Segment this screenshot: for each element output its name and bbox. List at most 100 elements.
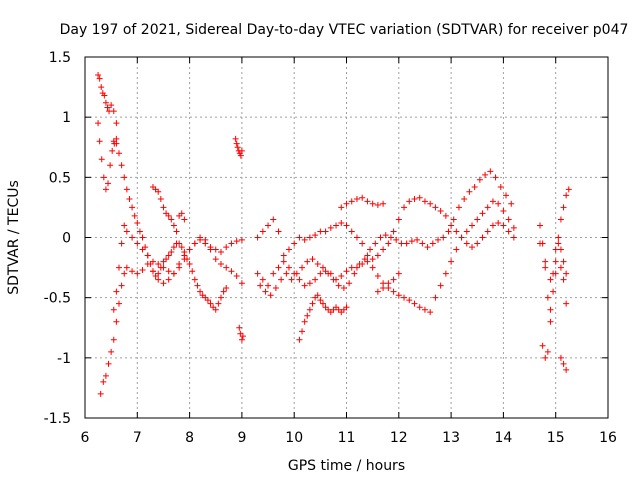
- data-point: [317, 270, 324, 277]
- data-point: [374, 202, 381, 209]
- data-point: [139, 246, 146, 253]
- data-point: [505, 228, 512, 235]
- data-point: [108, 348, 115, 355]
- series-arc-n: [374, 270, 402, 295]
- data-point: [149, 268, 156, 275]
- data-point: [95, 72, 102, 79]
- data-point: [427, 309, 434, 316]
- data-point: [387, 234, 394, 241]
- data-point: [500, 208, 507, 215]
- data-point: [104, 104, 111, 111]
- data-point: [110, 306, 117, 313]
- series-arc-d: [110, 138, 230, 313]
- data-point: [463, 240, 470, 247]
- data-point: [338, 204, 345, 211]
- data-point: [207, 300, 214, 307]
- data-point: [272, 285, 279, 292]
- data-point: [312, 232, 319, 239]
- data-point: [544, 294, 551, 301]
- data-point: [374, 273, 381, 280]
- data-point: [228, 240, 235, 247]
- data-point: [194, 282, 201, 289]
- data-point: [234, 144, 241, 151]
- data-point: [306, 234, 313, 241]
- data-point: [395, 216, 402, 223]
- data-point: [317, 228, 324, 235]
- data-point: [547, 318, 554, 325]
- data-point: [364, 252, 371, 259]
- data-point: [560, 276, 567, 283]
- axis-ticks: 6 7 8 9 10 11 12 13 14 15 16 -1.5 -1 -0.5 0 0.5 1 1.5: [44, 50, 617, 446]
- data-point: [155, 260, 162, 267]
- data-point: [165, 212, 172, 219]
- data-point: [239, 333, 246, 340]
- data-point: [448, 222, 455, 229]
- data-point: [123, 264, 130, 271]
- data-point: [542, 354, 549, 361]
- data-point: [178, 210, 185, 217]
- data-point: [461, 195, 468, 202]
- data-point: [537, 240, 544, 247]
- data-point: [348, 228, 355, 235]
- data-point: [139, 234, 146, 241]
- data-point: [176, 240, 183, 247]
- data-point: [432, 204, 439, 211]
- data-point: [304, 312, 311, 319]
- data-point: [100, 174, 107, 181]
- data-point: [136, 228, 143, 235]
- data-point: [102, 99, 109, 106]
- scatter-points: [95, 72, 572, 397]
- data-point: [474, 240, 481, 247]
- data-point: [223, 244, 230, 251]
- series-arc-l: [296, 292, 350, 343]
- data-point: [356, 260, 363, 267]
- data-point: [393, 236, 400, 243]
- data-point: [238, 336, 245, 343]
- data-point: [113, 120, 120, 127]
- data-point: [333, 222, 340, 229]
- data-point: [374, 288, 381, 295]
- data-point: [419, 240, 426, 247]
- data-point: [265, 282, 272, 289]
- x-tick-label: 11: [338, 430, 356, 446]
- data-point: [539, 342, 546, 349]
- data-point: [317, 297, 324, 304]
- data-point: [100, 378, 107, 385]
- data-point: [395, 292, 402, 299]
- data-point: [537, 222, 544, 229]
- data-point: [291, 240, 298, 247]
- data-point: [442, 270, 449, 277]
- x-tick-label: 6: [81, 430, 90, 446]
- data-point: [508, 200, 515, 207]
- data-point: [267, 292, 274, 299]
- data-point: [401, 204, 408, 211]
- series-arc-c: [97, 236, 245, 397]
- y-tick-label: 0.5: [49, 170, 71, 186]
- data-point: [280, 258, 287, 265]
- data-point: [411, 195, 418, 202]
- data-point: [215, 300, 222, 307]
- data-point: [115, 300, 122, 307]
- data-point: [406, 198, 413, 205]
- data-point: [304, 258, 311, 265]
- data-point: [118, 240, 125, 247]
- data-point: [348, 198, 355, 205]
- data-point: [340, 285, 347, 292]
- data-point: [484, 228, 491, 235]
- data-point: [157, 195, 164, 202]
- series-arc-p: [539, 240, 570, 361]
- y-tick-label: 1.5: [49, 50, 71, 66]
- data-point: [408, 238, 415, 245]
- data-point: [309, 256, 316, 263]
- series-arc-k: [257, 168, 515, 299]
- data-point: [121, 222, 128, 229]
- data-point: [98, 156, 105, 163]
- data-point: [359, 194, 366, 201]
- data-point: [232, 135, 239, 142]
- data-point: [542, 258, 549, 265]
- data-point: [306, 280, 313, 287]
- data-point: [557, 216, 564, 223]
- data-point: [270, 270, 277, 277]
- data-point: [346, 280, 353, 287]
- data-point: [542, 264, 549, 271]
